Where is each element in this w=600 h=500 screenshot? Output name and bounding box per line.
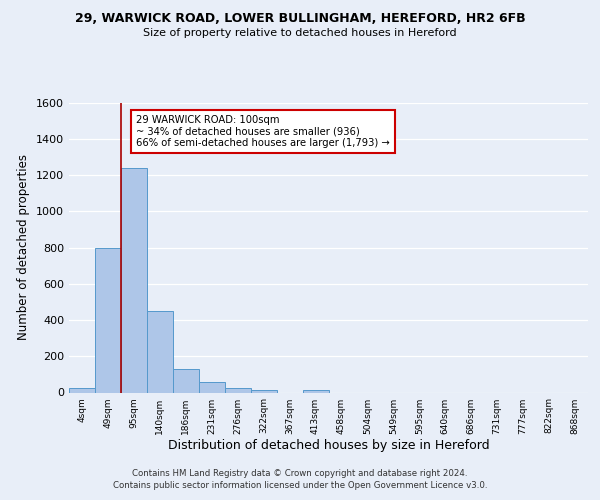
Bar bbox=[121, 168, 147, 392]
Bar bbox=[147, 311, 173, 392]
Bar bbox=[199, 382, 224, 392]
X-axis label: Distribution of detached houses by size in Hereford: Distribution of detached houses by size … bbox=[167, 440, 490, 452]
Bar bbox=[302, 390, 329, 392]
Text: Size of property relative to detached houses in Hereford: Size of property relative to detached ho… bbox=[143, 28, 457, 38]
Bar bbox=[225, 388, 251, 392]
Text: 29 WARWICK ROAD: 100sqm
~ 34% of detached houses are smaller (936)
66% of semi-d: 29 WARWICK ROAD: 100sqm ~ 34% of detache… bbox=[136, 115, 390, 148]
Text: Contains HM Land Registry data © Crown copyright and database right 2024.: Contains HM Land Registry data © Crown c… bbox=[132, 470, 468, 478]
Bar bbox=[95, 248, 121, 392]
Text: Contains public sector information licensed under the Open Government Licence v3: Contains public sector information licen… bbox=[113, 480, 487, 490]
Bar bbox=[173, 369, 199, 392]
Bar bbox=[251, 390, 277, 392]
Text: 29, WARWICK ROAD, LOWER BULLINGHAM, HEREFORD, HR2 6FB: 29, WARWICK ROAD, LOWER BULLINGHAM, HERE… bbox=[74, 12, 526, 26]
Bar bbox=[69, 388, 95, 392]
Y-axis label: Number of detached properties: Number of detached properties bbox=[17, 154, 31, 340]
